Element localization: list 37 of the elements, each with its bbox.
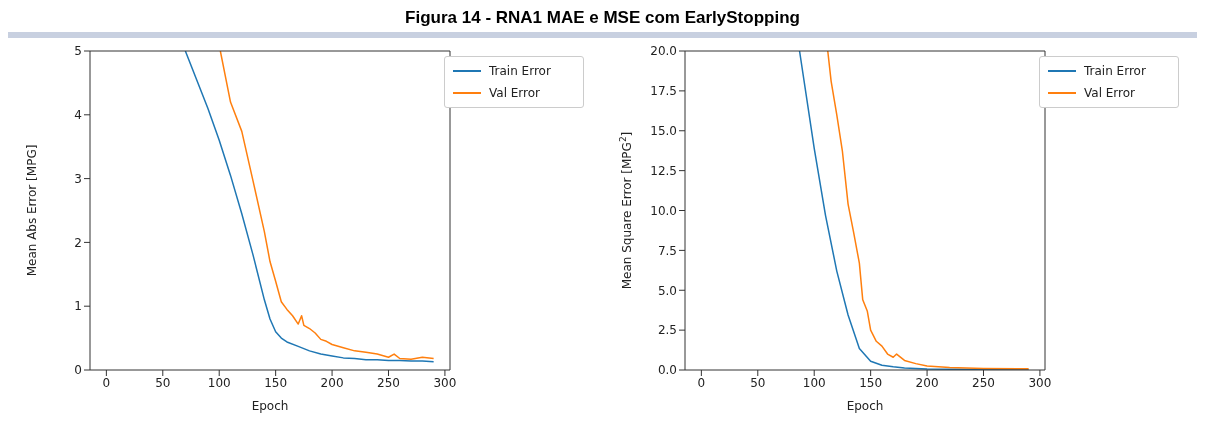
legend-label: Val Error: [1084, 85, 1136, 102]
y-tick-label: 7.5: [657, 243, 677, 258]
y-tick-label: 10.0: [650, 203, 677, 218]
y-tick-label: 4: [74, 108, 82, 123]
y-tick-label: 20.0: [650, 44, 677, 59]
y-tick-label: 17.5: [650, 84, 677, 99]
text: Figura 14 - RNA1 MAE e MSE com EarlyStopping: [8, 8, 1197, 38]
x-tick-label: 300: [1028, 375, 1052, 390]
x-tick-label: 250: [972, 375, 995, 390]
y-tick-label: 15.0: [650, 124, 677, 139]
x-tick-label: 150: [859, 375, 883, 390]
y-tick-label: 12.5: [650, 163, 677, 178]
x-tick-label: 300: [433, 375, 457, 390]
x-tick-label: 50: [155, 375, 171, 390]
y-tick-label: 0: [74, 363, 82, 378]
y-tick-label: 5: [74, 44, 82, 59]
legend-label: Val Error: [489, 85, 541, 102]
y-axis-title: Mean Abs Error [MPG]: [25, 144, 39, 277]
x-tick-label: 200: [915, 375, 939, 390]
x-tick-label: 0: [697, 375, 706, 390]
y-tick-label: 2: [74, 235, 82, 250]
y-tick-label: 1: [74, 299, 82, 314]
y-tick-label: 2.5: [657, 323, 677, 338]
x-axis-title: Epoch: [251, 399, 289, 413]
x-axis-title: Epoch: [846, 399, 884, 413]
x-tick-label: 0: [102, 375, 111, 390]
y-tick-label: 5.0: [657, 283, 677, 298]
x-tick-label: 150: [264, 375, 288, 390]
y-tick-label: 3: [74, 171, 82, 186]
x-tick-label: 250: [377, 375, 400, 390]
x-tick-label: 200: [320, 375, 344, 390]
x-tick-label: 50: [750, 375, 766, 390]
legend-label: Train Error: [489, 63, 551, 80]
x-tick-label: 100: [207, 375, 231, 390]
legend-label: Train Error: [1084, 63, 1146, 80]
y-tick-label: 0.0: [657, 363, 677, 378]
x-tick-label: 100: [802, 375, 826, 390]
